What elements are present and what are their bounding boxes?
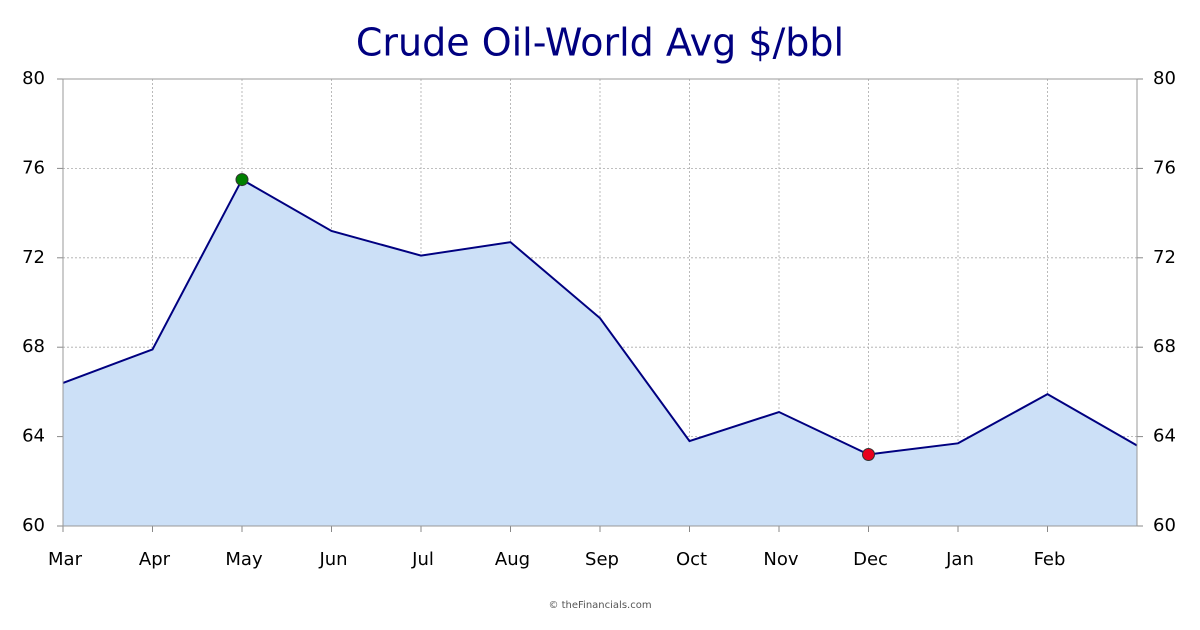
y-tick-label: 80 — [22, 68, 45, 89]
footer: © theFinancials.com — [548, 600, 651, 611]
chart-title: Crude Oil-World Avg $/bbl — [356, 21, 844, 65]
x-tick-label: Jul — [411, 549, 434, 570]
x-tick-label: Feb — [1034, 549, 1066, 570]
plot-frame — [62, 78, 1138, 527]
y2-tick-label: 64 — [1153, 426, 1176, 447]
y-tick-label: 68 — [22, 336, 45, 357]
y-tick-label: 76 — [22, 157, 45, 178]
x-tick-label: Sep — [585, 549, 619, 570]
x-tick-label: Aug — [495, 549, 530, 570]
y2-tick-label: 60 — [1153, 515, 1176, 536]
x-tick-label: Dec — [853, 549, 888, 570]
y2-tick-label: 68 — [1153, 336, 1176, 357]
y2-tick-label: 72 — [1153, 247, 1176, 268]
x-tick-label: Jan — [945, 549, 974, 570]
y-tick-label: 64 — [22, 426, 45, 447]
max-marker — [235, 173, 249, 187]
area — [63, 179, 1137, 526]
x-tick-label: Oct — [676, 549, 707, 570]
y2-tick-label: 76 — [1153, 157, 1176, 178]
y-tick-label: 72 — [22, 247, 45, 268]
min-marker — [862, 447, 875, 461]
y2-tick-label: 80 — [1153, 68, 1176, 89]
y-tick-label: 60 — [22, 515, 45, 536]
x-tick-label: May — [225, 549, 263, 570]
x-tick-label: Nov — [763, 549, 798, 570]
x-tick-label: Jun — [318, 549, 347, 570]
x-tick-label: Apr — [139, 549, 171, 570]
x-tick-label: Mar — [48, 549, 83, 570]
